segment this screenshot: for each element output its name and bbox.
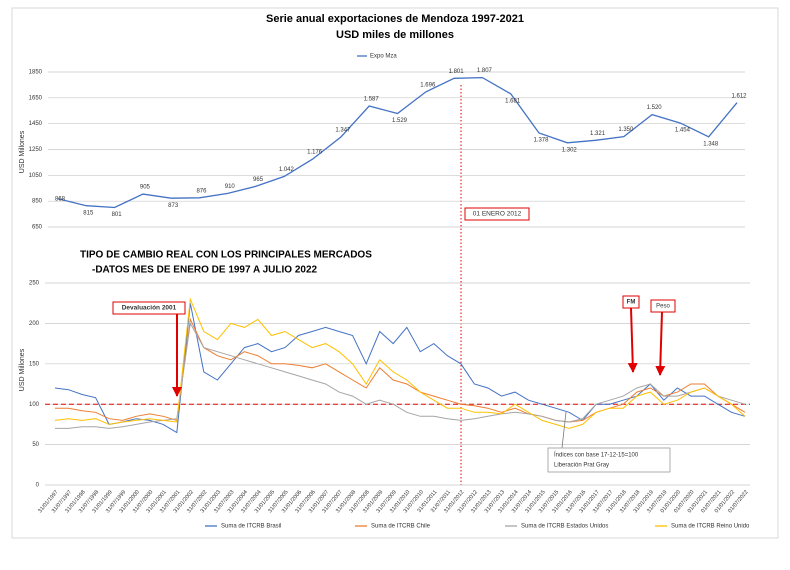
data-label: 1.801 — [449, 69, 465, 75]
y-tick-label: 650 — [32, 225, 43, 231]
annotation: Devaluación 2001 — [122, 305, 177, 312]
y-tick-label: 100 — [29, 402, 40, 408]
data-label: 876 — [196, 188, 207, 194]
chart-subtitle: -DATOS MES DE ENERO DE 1997 A JULIO 2022 — [92, 265, 318, 276]
series-line — [54, 303, 746, 434]
data-label: 1.348 — [703, 141, 719, 147]
data-label: 910 — [225, 184, 236, 190]
annotation-arrow — [627, 307, 638, 373]
y-tick-label: 1250 — [29, 147, 43, 153]
series-line — [57, 76, 738, 209]
legend-label: Suma de ITCRB Brasil — [221, 524, 281, 530]
data-label: 1.807 — [477, 68, 493, 74]
annotation: 01 ENERO 2012 — [473, 211, 522, 218]
data-label: 1.587 — [364, 97, 380, 103]
series-line — [54, 297, 746, 429]
legend-label: Expo Mza — [370, 54, 397, 60]
series-line — [55, 317, 746, 423]
data-label: 1.176 — [307, 150, 323, 156]
y-tick-label: 0 — [36, 483, 40, 489]
annotation-box — [112, 301, 186, 315]
data-label: 1.612 — [731, 93, 747, 99]
frame — [11, 7, 779, 539]
data-label: 1.681 — [505, 98, 521, 104]
annotation-arrow — [655, 311, 666, 376]
legend-label: Suma de ITCRB Chile — [371, 524, 431, 530]
annotation-box — [650, 299, 676, 313]
chart-title: Serie anual exportaciones de Mendoza 199… — [266, 13, 524, 25]
legend-label: Suma de ITCRB Estados Unidos — [521, 524, 608, 530]
annotation-box — [464, 207, 530, 221]
annotation-connector — [561, 411, 567, 449]
data-label: 1.454 — [675, 128, 691, 134]
annotation: FM — [627, 300, 636, 306]
y-tick-label: 1050 — [29, 173, 43, 179]
annotation-box — [547, 447, 671, 473]
data-label: 965 — [253, 177, 264, 183]
annotation: Índices con base 17-12-15=100 — [554, 452, 639, 459]
annotation: Peso — [656, 304, 670, 310]
chart-title: TIPO DE CAMBIO REAL CON LOS PRINCIPALES … — [80, 250, 372, 261]
y-tick-label: 850 — [32, 199, 43, 205]
y-axis-label: USD Millones — [19, 130, 26, 173]
chart-subtitle: USD miles de millones — [336, 29, 454, 41]
y-tick-label: 50 — [32, 442, 39, 448]
y-axis-label: USD Millones — [19, 348, 26, 391]
y-tick-label: 1450 — [29, 121, 43, 127]
data-label: 873 — [168, 203, 179, 209]
data-label: 905 — [140, 185, 151, 191]
data-label: 1.529 — [392, 118, 408, 124]
data-label: 1.042 — [279, 167, 295, 173]
data-label: 801 — [112, 212, 123, 218]
y-tick-label: 1850 — [29, 70, 43, 76]
data-label: 1.321 — [590, 131, 606, 137]
y-tick-label: 250 — [29, 281, 40, 287]
y-tick-label: 150 — [29, 361, 40, 367]
data-label: 815 — [83, 210, 94, 216]
data-label: 1.696 — [420, 82, 436, 88]
series-line — [55, 321, 746, 429]
data-label: 868 — [55, 196, 66, 202]
data-label: 1.520 — [647, 105, 663, 111]
y-tick-label: 1650 — [29, 95, 43, 101]
data-label: 1.350 — [618, 127, 634, 133]
data-label: 1.302 — [562, 147, 578, 153]
legend-label: Suma de ITCRB Reino Unido — [671, 524, 750, 530]
y-tick-label: 200 — [29, 321, 40, 327]
annotation: Liberación Prat Gray — [554, 463, 609, 469]
data-label: 1.347 — [335, 128, 351, 134]
data-label: 1.378 — [533, 138, 549, 144]
